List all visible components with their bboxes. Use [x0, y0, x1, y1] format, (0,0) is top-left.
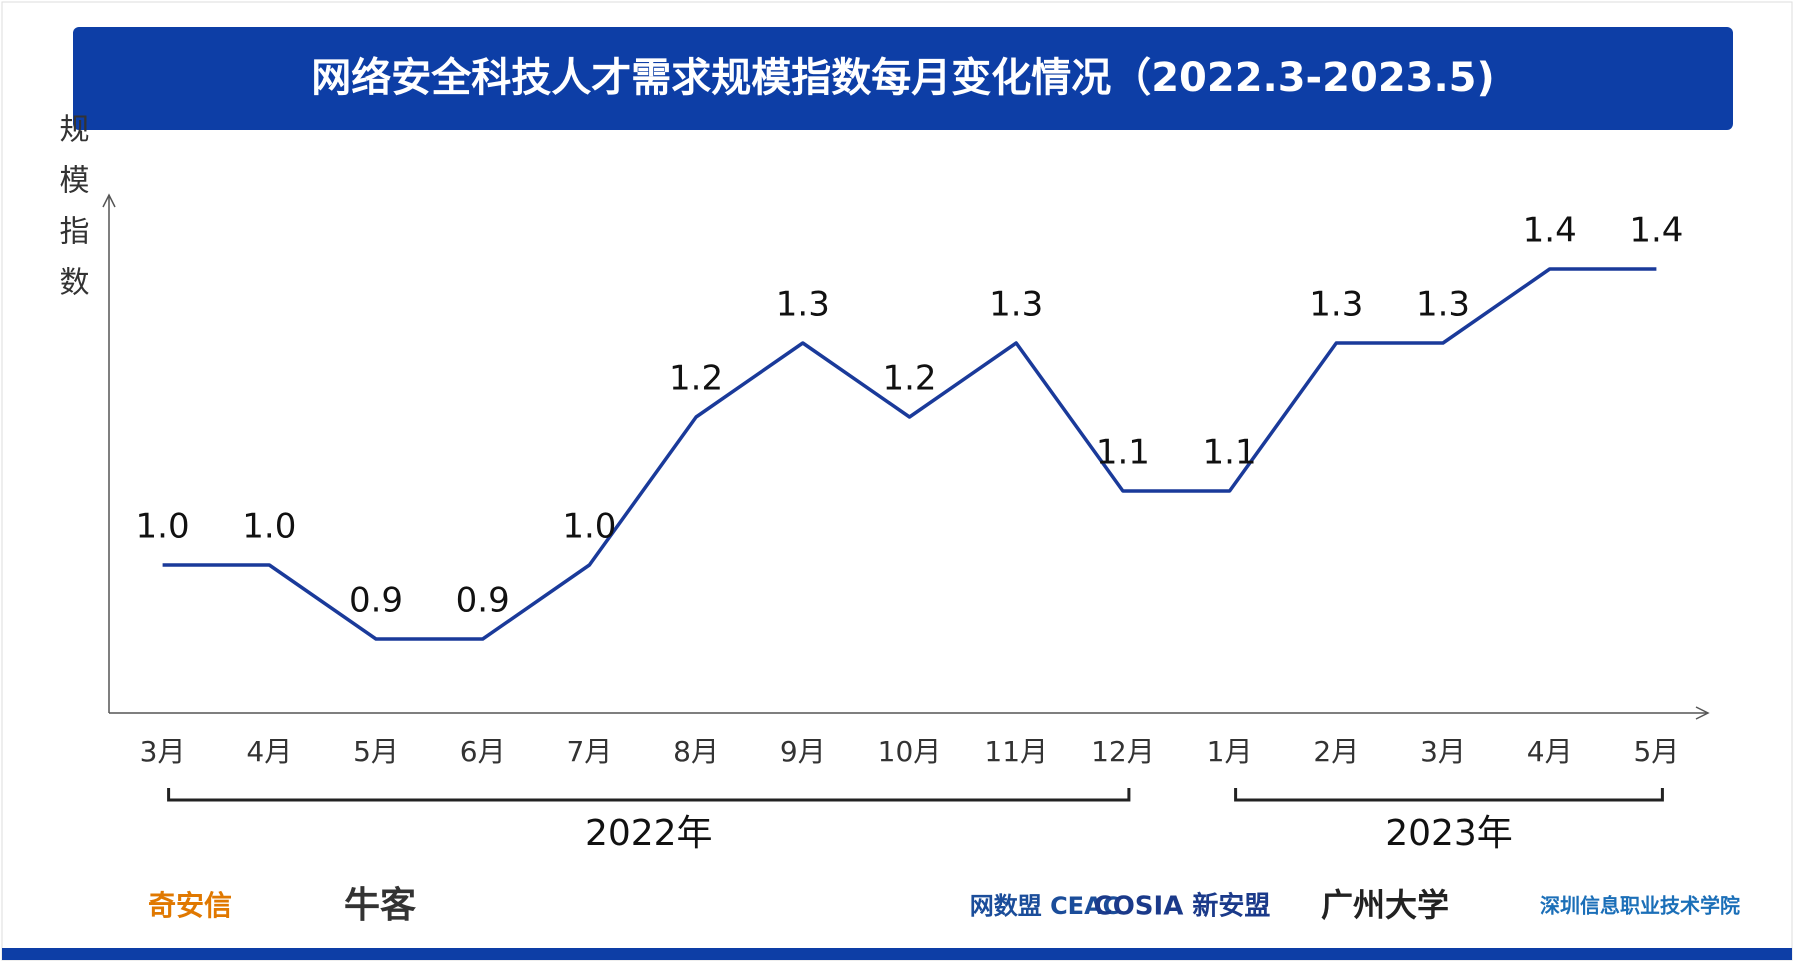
data-label: 1.2	[882, 359, 936, 399]
data-label: 0.9	[456, 581, 510, 621]
x-tick-label: 5月	[353, 735, 399, 768]
logo: 牛客	[344, 885, 416, 926]
data-label: 1.0	[242, 507, 296, 547]
x-tick-label: 9月	[780, 735, 826, 768]
x-tick-label: 4月	[246, 735, 292, 768]
footer-bar	[2, 948, 1792, 960]
data-label: 1.1	[1203, 433, 1257, 473]
x-tick-label: 5月	[1633, 735, 1679, 768]
data-label: 1.0	[136, 507, 190, 547]
group-bracket	[1234, 788, 1664, 802]
x-tick-label: 10月	[878, 735, 942, 768]
data-label: 0.9	[349, 581, 403, 621]
data-label: 1.3	[776, 285, 830, 325]
x-tick-label: 2月	[1313, 735, 1359, 768]
line	[162, 267, 1657, 641]
logo: 网数盟 CEAC	[970, 892, 1121, 920]
title-banner	[73, 27, 1733, 130]
logo: 广州大学	[1321, 886, 1449, 924]
data-label: 1.4	[1523, 211, 1577, 251]
data-label: 1.0	[562, 507, 616, 547]
group-label: 2022年	[585, 813, 713, 854]
x-tick-label: 1月	[1207, 735, 1253, 768]
data-label: 1.1	[1096, 433, 1150, 473]
logo: 深圳信息职业技术学院	[1540, 894, 1740, 918]
x-tick-label: 3月	[1420, 735, 1466, 768]
x-tick-label: 4月	[1527, 735, 1573, 768]
x-tick-label: 7月	[566, 735, 612, 768]
data-label: 1.2	[669, 359, 723, 399]
x-tick-label: 8月	[673, 735, 719, 768]
x-axis-arrow	[1695, 706, 1710, 720]
group-bracket	[167, 788, 1131, 802]
y-axis-label: 规模指数	[54, 113, 90, 317]
x-tick-label: 12月	[1091, 735, 1155, 768]
y-axis-arrow	[102, 193, 116, 208]
data-label: 1.3	[1309, 285, 1363, 325]
data-label: 1.4	[1629, 211, 1683, 251]
data-label: 1.3	[989, 285, 1043, 325]
group-label: 2023年	[1385, 813, 1513, 854]
logo: COSIA 新安盟	[1094, 891, 1271, 922]
logo: 奇安信	[148, 889, 232, 922]
chart-title: 网络安全科技人才需求规模指数每月变化情况（2022.3-2023.5)	[311, 55, 1495, 101]
x-tick-label: 11月	[984, 735, 1048, 768]
x-tick-label: 3月	[140, 735, 186, 768]
data-label: 1.3	[1416, 285, 1470, 325]
x-tick-label: 6月	[460, 735, 506, 768]
